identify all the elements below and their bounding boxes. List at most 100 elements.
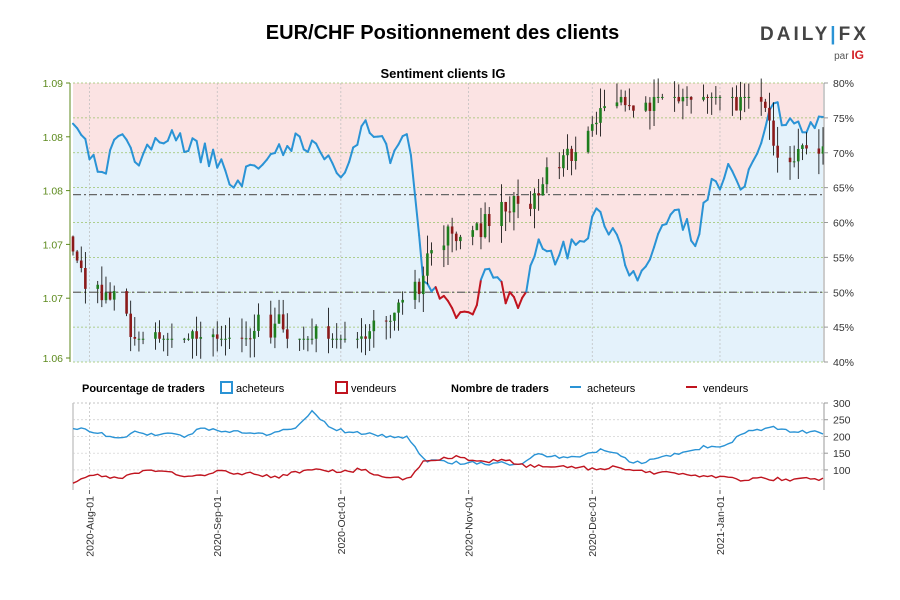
- candle-body: [710, 96, 714, 98]
- sentiment-line-segment: [381, 135, 388, 145]
- candle-body: [586, 130, 590, 153]
- sentiment-line-segment: [607, 227, 614, 236]
- logo-sub: par IG: [760, 48, 870, 62]
- sentiment-line-segment: [521, 290, 528, 299]
- sentiment-line-segment: [784, 117, 792, 127]
- candle-body: [154, 332, 157, 339]
- candle-body: [166, 338, 170, 340]
- sentiment-line-segment: [261, 158, 268, 166]
- sentiment-line-segment: [451, 307, 458, 319]
- sentiment-line-segment: [624, 264, 631, 277]
- candle-body: [273, 323, 277, 338]
- sentiment-line-segment: [356, 125, 363, 146]
- candle-body: [335, 338, 339, 340]
- candle-body: [79, 260, 83, 268]
- sentiment-line-segment: [632, 270, 639, 282]
- sentiment-line-segment: [587, 215, 594, 240]
- candle-body: [277, 314, 281, 324]
- sentiment-line-segment: [735, 179, 742, 191]
- sentiment-line-segment: [434, 286, 441, 300]
- left-axis-label: 1.08: [43, 132, 64, 144]
- candle-body: [356, 338, 359, 340]
- candle-body: [269, 314, 273, 338]
- sentiment-line-segment: [327, 154, 334, 165]
- sentiment-line-segment: [797, 120, 804, 134]
- candle-body: [628, 105, 631, 107]
- sentiment-line-segment: [426, 282, 433, 293]
- legend-count-buyers-label: acheteurs: [587, 383, 636, 395]
- sentiment-line-segment: [677, 208, 684, 231]
- sentiment-line-segment: [216, 158, 223, 169]
- candle-body: [772, 120, 775, 146]
- candle-body: [170, 338, 174, 340]
- sentiment-line-segment: [220, 158, 227, 172]
- candle-body: [533, 193, 536, 209]
- sentiment-line-segment: [84, 138, 91, 161]
- candle-body: [479, 223, 483, 238]
- sentiment-line-segment: [508, 291, 515, 298]
- candle-body: [689, 96, 693, 100]
- sentiment-line-segment: [698, 201, 705, 236]
- candle-body: [228, 337, 231, 339]
- candle-body: [442, 245, 446, 251]
- sentiment-line-segment: [397, 135, 404, 146]
- sentiment-line-segment: [442, 294, 449, 302]
- candle-body: [768, 107, 771, 121]
- candle-body: [504, 201, 507, 212]
- sentiment-line-segment: [339, 171, 346, 179]
- sentiment-line-segment: [104, 149, 112, 175]
- candle-body: [483, 214, 487, 238]
- sentiment-line-segment: [393, 143, 400, 152]
- candle-body: [187, 338, 190, 340]
- candle-body: [430, 250, 433, 254]
- candle-body: [516, 196, 520, 204]
- bottom-axis-label: 150: [833, 448, 851, 460]
- candle-body: [681, 96, 685, 102]
- sentiment-line-segment: [525, 264, 532, 293]
- sentiment-line-segment: [142, 143, 149, 156]
- candle-body: [512, 196, 516, 213]
- candle-body: [529, 203, 532, 209]
- left-axis-label: 1.09: [43, 78, 64, 90]
- sentiment-line-segment: [224, 169, 231, 186]
- candle-body: [281, 314, 285, 330]
- sentiment-line-segment: [129, 146, 136, 163]
- candle-body: [215, 334, 219, 339]
- sentiment-line-segment: [599, 211, 606, 228]
- candle-body: [541, 184, 545, 196]
- sentiment-line-segment: [727, 162, 734, 173]
- sentiment-line-segment: [471, 304, 478, 316]
- sentiment-line-segment: [681, 218, 689, 231]
- buyers-count-line: [72, 409, 824, 466]
- sentiment-line-segment: [620, 244, 627, 267]
- sentiment-line-segment: [488, 267, 495, 279]
- sentiment-line-segment: [743, 168, 750, 188]
- sentiment-line-segment: [718, 177, 726, 191]
- candle-body: [75, 251, 79, 261]
- candle-body: [566, 148, 569, 156]
- candle-body: [743, 96, 747, 98]
- sentiment-line-segment: [187, 137, 194, 152]
- candle-body: [84, 267, 87, 289]
- candle-body: [590, 124, 594, 131]
- right-axis-label: 75%: [833, 113, 854, 125]
- candle-body: [677, 96, 681, 102]
- candle-body: [599, 108, 602, 123]
- sentiment-line-segment: [72, 122, 79, 130]
- candle-body: [714, 96, 718, 98]
- left-axis-label: 1.08: [43, 186, 64, 198]
- candle-body: [454, 233, 458, 242]
- candle-body: [426, 253, 429, 276]
- sentiment-line-segment: [414, 194, 421, 237]
- candle-body: [413, 281, 417, 300]
- bottom-axis-label: 100: [833, 465, 851, 477]
- candle-body: [508, 211, 512, 213]
- sentiment-line-segment: [331, 162, 338, 175]
- candle-body: [248, 338, 252, 340]
- sellers-count-line: [72, 454, 824, 484]
- candle-body: [384, 320, 388, 322]
- candle-body: [129, 313, 132, 337]
- sentiment-line-segment: [813, 115, 820, 130]
- candle-body: [141, 338, 145, 340]
